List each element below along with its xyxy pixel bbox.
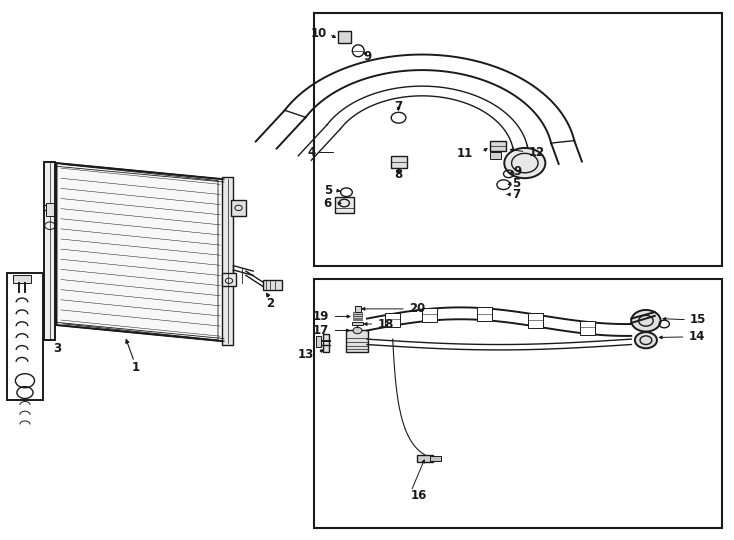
Bar	[231, 200, 246, 216]
Text: 2: 2	[266, 297, 275, 310]
Text: 6: 6	[324, 197, 332, 210]
Bar	[346, 330, 368, 352]
Bar	[477, 307, 492, 321]
Bar	[580, 321, 595, 335]
Bar	[13, 275, 31, 283]
Bar	[422, 308, 437, 322]
Polygon shape	[57, 163, 224, 341]
Polygon shape	[323, 334, 329, 352]
Bar	[352, 322, 363, 325]
Bar	[7, 273, 43, 400]
Circle shape	[353, 327, 362, 334]
Bar	[222, 177, 233, 345]
Bar	[385, 313, 400, 327]
Text: 14: 14	[688, 330, 705, 343]
Text: 15: 15	[690, 313, 706, 326]
Polygon shape	[44, 162, 55, 340]
Bar	[353, 314, 362, 316]
Circle shape	[635, 332, 657, 348]
Bar	[353, 319, 362, 320]
Text: 11: 11	[457, 147, 473, 160]
Bar	[355, 306, 361, 312]
Bar	[353, 316, 362, 318]
Bar	[417, 455, 433, 462]
Bar	[490, 141, 506, 151]
Text: 4: 4	[308, 146, 316, 159]
Bar	[335, 197, 354, 213]
Bar	[46, 203, 54, 216]
Text: 10: 10	[311, 27, 327, 40]
Bar	[316, 336, 321, 347]
Circle shape	[631, 310, 661, 332]
Text: 9: 9	[363, 50, 371, 63]
Text: 5: 5	[324, 184, 333, 197]
Text: 8: 8	[394, 168, 403, 181]
Bar	[353, 312, 362, 314]
Text: 7: 7	[512, 188, 520, 201]
Bar	[314, 13, 722, 266]
Text: 5: 5	[512, 177, 520, 190]
Text: 20: 20	[410, 302, 426, 315]
Text: 1: 1	[131, 361, 140, 374]
Bar	[263, 280, 282, 290]
Bar	[314, 279, 722, 528]
Bar	[338, 31, 351, 43]
Text: 3: 3	[53, 342, 62, 355]
Text: 18: 18	[378, 318, 394, 330]
Bar	[430, 456, 441, 461]
Text: 16: 16	[411, 489, 427, 502]
Text: 13: 13	[298, 348, 314, 361]
Bar	[528, 314, 543, 328]
Text: 12: 12	[528, 146, 545, 159]
Text: 17: 17	[313, 324, 329, 337]
Text: 9: 9	[514, 165, 522, 178]
Bar	[391, 156, 407, 168]
Text: 19: 19	[313, 310, 329, 323]
Text: 7: 7	[394, 100, 403, 113]
Bar	[490, 152, 501, 159]
Circle shape	[504, 148, 545, 178]
Bar	[222, 273, 236, 286]
